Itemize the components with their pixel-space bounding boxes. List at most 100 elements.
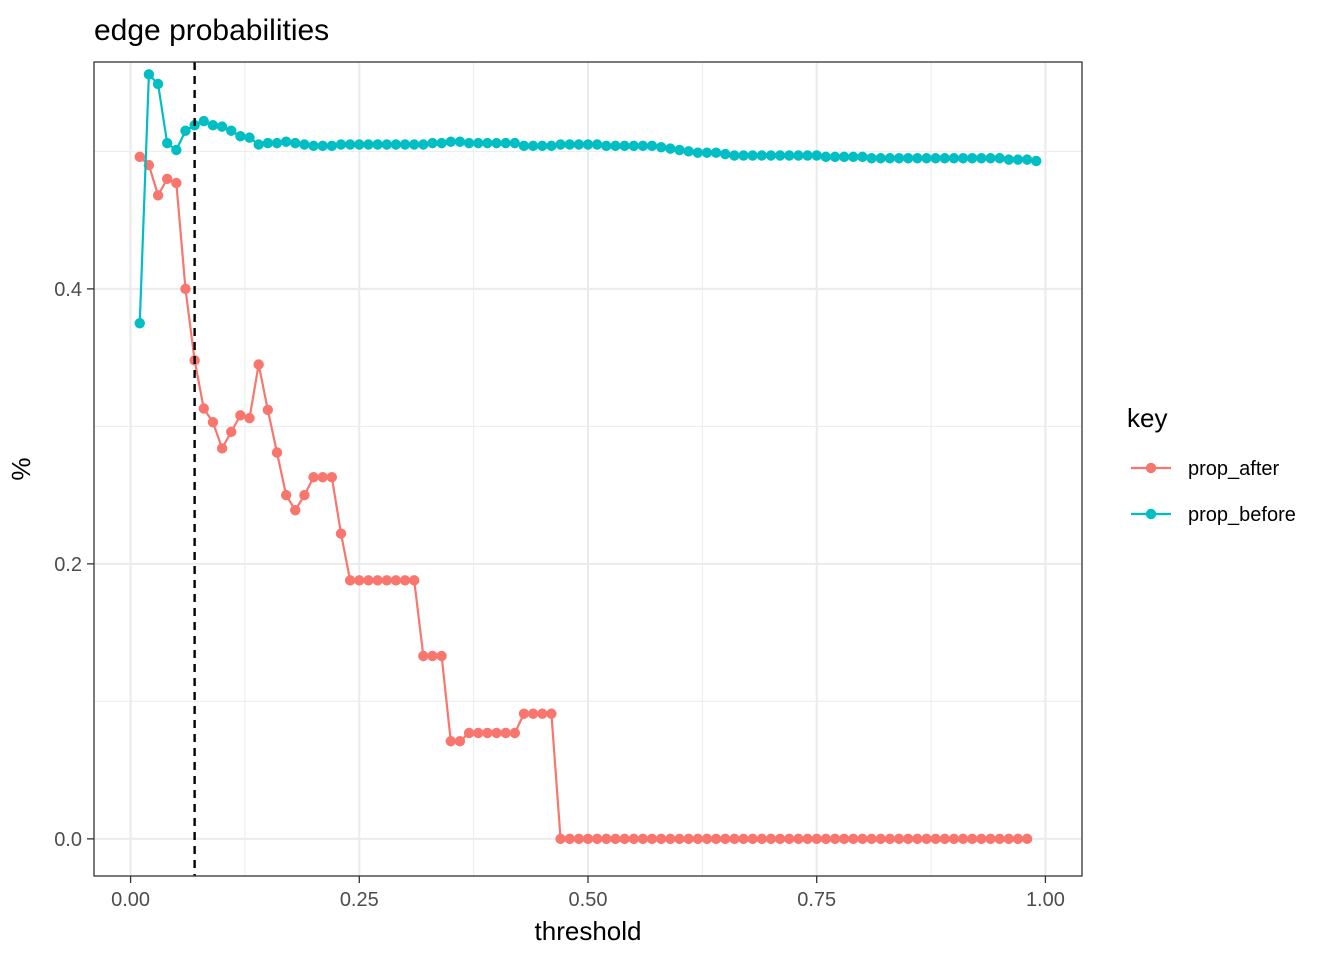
legend-label: prop_before xyxy=(1188,504,1296,526)
data-point-prop_after xyxy=(756,833,768,845)
data-point-prop_before xyxy=(454,136,466,147)
data-point-prop_before xyxy=(701,147,713,158)
data-point-prop_before xyxy=(244,132,255,143)
data-point-prop_before xyxy=(299,139,310,150)
data-point-prop_after xyxy=(555,833,566,845)
data-point-prop_before xyxy=(280,136,292,147)
data-point-prop_after xyxy=(482,727,493,739)
data-point-prop_after xyxy=(509,727,521,739)
data-point-prop_before xyxy=(893,153,905,164)
data-point-prop_before xyxy=(335,139,347,150)
data-point-prop_before xyxy=(326,140,338,152)
data-point-prop_after xyxy=(701,833,713,845)
data-point-prop_after xyxy=(628,833,639,845)
legend-items: prop_after prop_before xyxy=(1131,458,1296,526)
y-tick-label: 0.4 xyxy=(54,279,82,301)
x-tick-label: 0.25 xyxy=(340,889,379,911)
data-point-prop_before xyxy=(518,140,530,152)
data-point-prop_before xyxy=(198,115,209,127)
data-point-prop_after xyxy=(134,151,145,163)
data-point-prop_before xyxy=(802,150,813,161)
data-point-prop_before xyxy=(637,140,649,152)
chart-title: edge probabilities xyxy=(94,14,329,47)
data-point-prop_before xyxy=(710,147,722,158)
legend-title: key xyxy=(1127,403,1167,433)
legend-item-prop_after: prop_after xyxy=(1131,458,1280,480)
data-point-prop_after xyxy=(784,833,795,845)
data-point-prop_before xyxy=(399,139,411,150)
data-point-prop_before xyxy=(857,151,868,163)
data-point-prop_before xyxy=(1003,154,1015,165)
data-point-prop_before xyxy=(564,139,575,150)
data-point-prop_before xyxy=(317,140,328,152)
x-axis-title: threshold xyxy=(535,916,642,946)
data-point-prop_after xyxy=(308,472,319,483)
data-point-prop_before xyxy=(537,140,548,152)
data-point-prop_after xyxy=(226,426,237,438)
data-point-prop_before xyxy=(619,140,630,152)
legend-item-prop_before: prop_before xyxy=(1131,504,1296,526)
data-point-prop_after xyxy=(902,833,914,845)
data-point-prop_before xyxy=(1012,154,1024,165)
data-point-prop_after xyxy=(262,404,274,416)
data-point-prop_after xyxy=(720,833,731,845)
data-point-prop_after xyxy=(500,727,511,739)
y-tick-label: 0.2 xyxy=(54,554,82,576)
data-point-prop_before xyxy=(692,147,703,158)
data-point-prop_before xyxy=(445,136,456,147)
data-point-prop_before xyxy=(354,139,365,150)
data-point-prop_before xyxy=(912,153,923,164)
data-point-prop_before xyxy=(738,150,749,161)
data-point-prop_after xyxy=(884,833,896,845)
data-point-prop_before xyxy=(134,318,145,329)
data-point-prop_after xyxy=(738,833,749,845)
data-point-prop_before xyxy=(390,139,402,150)
data-point-prop_before xyxy=(235,131,246,142)
data-point-prop_before xyxy=(408,139,420,150)
major-gridlines xyxy=(94,62,1082,876)
data-point-prop_before xyxy=(555,139,566,150)
data-point-prop_after xyxy=(866,833,877,845)
data-point-prop_before xyxy=(573,139,585,150)
data-point-prop_before xyxy=(546,140,557,152)
data-point-prop_after xyxy=(747,833,758,845)
y-axis: 0.0 0.2 0.4 xyxy=(54,279,94,851)
data-point-prop_before xyxy=(967,153,978,164)
data-point-prop_before xyxy=(344,139,356,150)
data-point-prop_before xyxy=(271,137,283,149)
data-point-prop_after xyxy=(235,410,246,421)
data-point-prop_after xyxy=(683,833,694,845)
data-point-prop_after xyxy=(253,359,264,370)
data-point-prop_before xyxy=(939,153,950,164)
data-point-prop_before xyxy=(774,150,786,161)
data-point-prop_after xyxy=(665,833,676,845)
data-point-prop_before xyxy=(582,139,594,150)
legend: key prop_after prop_before xyxy=(1127,403,1296,526)
data-point-prop_before xyxy=(985,153,996,164)
series-layer xyxy=(134,69,1042,845)
data-point-prop_before xyxy=(207,120,219,131)
data-point-prop_before xyxy=(363,139,374,150)
data-point-prop_after xyxy=(820,833,832,845)
data-point-prop_before xyxy=(509,137,521,149)
data-point-prop_before xyxy=(848,151,859,163)
data-point-prop_after xyxy=(967,833,978,845)
data-point-prop_after xyxy=(912,833,923,845)
data-point-prop_after xyxy=(427,650,438,662)
data-point-prop_after xyxy=(893,833,905,845)
series-prop_before xyxy=(134,69,1042,329)
x-tick-label: 0.50 xyxy=(569,889,608,911)
data-point-prop_before xyxy=(381,139,392,150)
data-point-prop_after xyxy=(271,447,283,458)
data-point-prop_after xyxy=(344,575,356,586)
data-point-prop_before xyxy=(820,151,832,163)
data-point-prop_after xyxy=(774,833,786,845)
data-point-prop_before xyxy=(976,153,987,164)
plot-panel xyxy=(93,61,1083,877)
data-point-prop_after xyxy=(655,833,667,845)
data-point-prop_after xyxy=(381,575,392,586)
data-point-prop_before xyxy=(921,153,932,164)
data-point-prop_after xyxy=(518,708,530,719)
data-point-prop_after xyxy=(976,833,987,845)
legend-key-point xyxy=(1145,508,1157,520)
